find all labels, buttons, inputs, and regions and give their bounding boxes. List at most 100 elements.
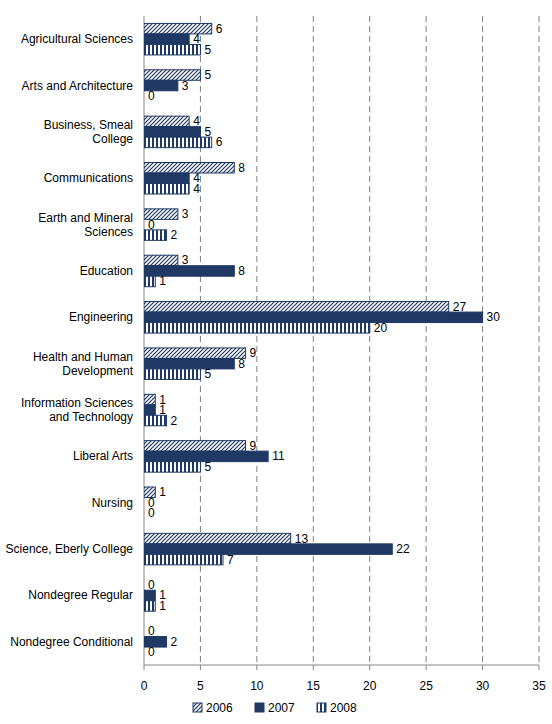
category-label: Arts and Architecture — [22, 79, 134, 93]
data-label: 2 — [171, 228, 178, 242]
data-label: 3 — [182, 207, 189, 221]
data-label: 2 — [171, 414, 178, 428]
bar — [144, 462, 200, 473]
grid-line — [200, 16, 201, 665]
tick-mark — [369, 665, 370, 670]
bar — [144, 626, 145, 637]
category-label: Nondegree Regular — [28, 588, 133, 602]
legend-swatch — [193, 703, 202, 712]
bar — [144, 498, 145, 509]
category-label: Nursing — [92, 496, 133, 510]
data-label: 22 — [396, 542, 410, 556]
bars — [144, 23, 483, 647]
data-label: 8 — [238, 264, 245, 278]
data-label: 0 — [148, 645, 155, 659]
data-label: 9 — [250, 346, 257, 360]
data-label: 4 — [193, 32, 200, 46]
bar — [144, 348, 246, 359]
grid-line — [369, 16, 370, 665]
chart: 05101520253035Agricultural SciencesArts … — [0, 0, 552, 724]
bar — [144, 137, 212, 148]
data-label: 0 — [148, 89, 155, 103]
tick-mark — [539, 665, 540, 670]
data-label: 4 — [193, 114, 200, 128]
bar — [144, 405, 155, 416]
data-label: 8 — [238, 357, 245, 371]
data-label: 4 — [193, 182, 200, 196]
category-label: Agricultural Sciences — [21, 32, 133, 46]
bar — [144, 394, 155, 405]
category-label: Health and HumanDevelopment — [33, 350, 134, 378]
category-label-line: Nondegree Regular — [28, 588, 133, 602]
category-label-line: Earth and Mineral — [38, 211, 133, 225]
data-label: 27 — [453, 300, 467, 314]
bar — [144, 184, 189, 195]
tick-mark — [144, 665, 145, 670]
data-label: 1 — [159, 274, 166, 288]
data-label: 2 — [171, 635, 178, 649]
tick-label: 35 — [532, 679, 546, 693]
data-label: 1 — [159, 403, 166, 417]
bar — [144, 580, 145, 591]
category-label: Business, SmealCollege — [44, 118, 134, 146]
tick-mark — [426, 665, 427, 670]
data-label: 5 — [204, 367, 211, 381]
category-label: Liberal Arts — [73, 449, 133, 463]
x-axis-line — [144, 665, 539, 666]
tick-mark — [256, 665, 257, 670]
legend-label: 2008 — [330, 701, 357, 715]
category-label-line: Nursing — [92, 496, 133, 510]
legend: 200620072008 — [193, 701, 357, 715]
category-label: Education — [80, 264, 133, 278]
data-label: 0 — [148, 624, 155, 638]
grid-line — [256, 16, 257, 665]
data-label: 0 — [148, 506, 155, 520]
bar — [144, 441, 246, 452]
data-label: 3 — [182, 253, 189, 267]
tick-label: 20 — [363, 679, 377, 693]
category-label: Engineering — [69, 310, 133, 324]
bar — [144, 544, 392, 555]
bar — [144, 70, 200, 81]
category-label-line: Arts and Architecture — [22, 79, 134, 93]
category-label-line: Health and Human — [33, 350, 133, 364]
category-label: Science, Eberly College — [6, 542, 134, 556]
tick-mark — [482, 665, 483, 670]
bar — [144, 116, 189, 127]
tick-mark — [200, 665, 201, 670]
bar — [144, 34, 189, 45]
data-label: 5 — [204, 460, 211, 474]
data-label: 6 — [216, 135, 223, 149]
category-label-line: Science, Eberly College — [6, 542, 134, 556]
bar — [144, 266, 234, 277]
bar — [144, 508, 145, 519]
grid-line — [539, 16, 540, 665]
tick-label: 25 — [419, 679, 433, 693]
category-label-line: Nondegree Conditional — [10, 635, 133, 649]
y-axis-line — [144, 16, 145, 665]
bar — [144, 127, 200, 137]
bar — [144, 44, 200, 55]
bar — [144, 323, 370, 334]
bar — [144, 369, 200, 380]
category-label: Earth and MineralSciences — [38, 211, 133, 239]
bar — [144, 533, 291, 544]
tick-label: 5 — [197, 679, 204, 693]
data-label: 13 — [295, 532, 309, 546]
data-label: 7 — [227, 553, 234, 567]
category-label-line: Information Sciences — [21, 396, 133, 410]
category-label-line: Sciences — [84, 225, 133, 239]
category-label-line: Agricultural Sciences — [21, 32, 133, 46]
category-label-line: Liberal Arts — [73, 449, 133, 463]
data-label: 8 — [238, 161, 245, 175]
tick-label: 15 — [307, 679, 321, 693]
category-label-line: Education — [80, 264, 133, 278]
category-label-line: College — [92, 132, 133, 146]
grid-line — [426, 16, 427, 665]
tick-mark — [313, 665, 314, 670]
bar — [144, 23, 212, 34]
bar — [144, 219, 145, 230]
data-label: 9 — [250, 439, 257, 453]
grid-line — [313, 16, 314, 665]
category-labels: Agricultural Sciences Arts and Architectu… — [6, 32, 134, 649]
